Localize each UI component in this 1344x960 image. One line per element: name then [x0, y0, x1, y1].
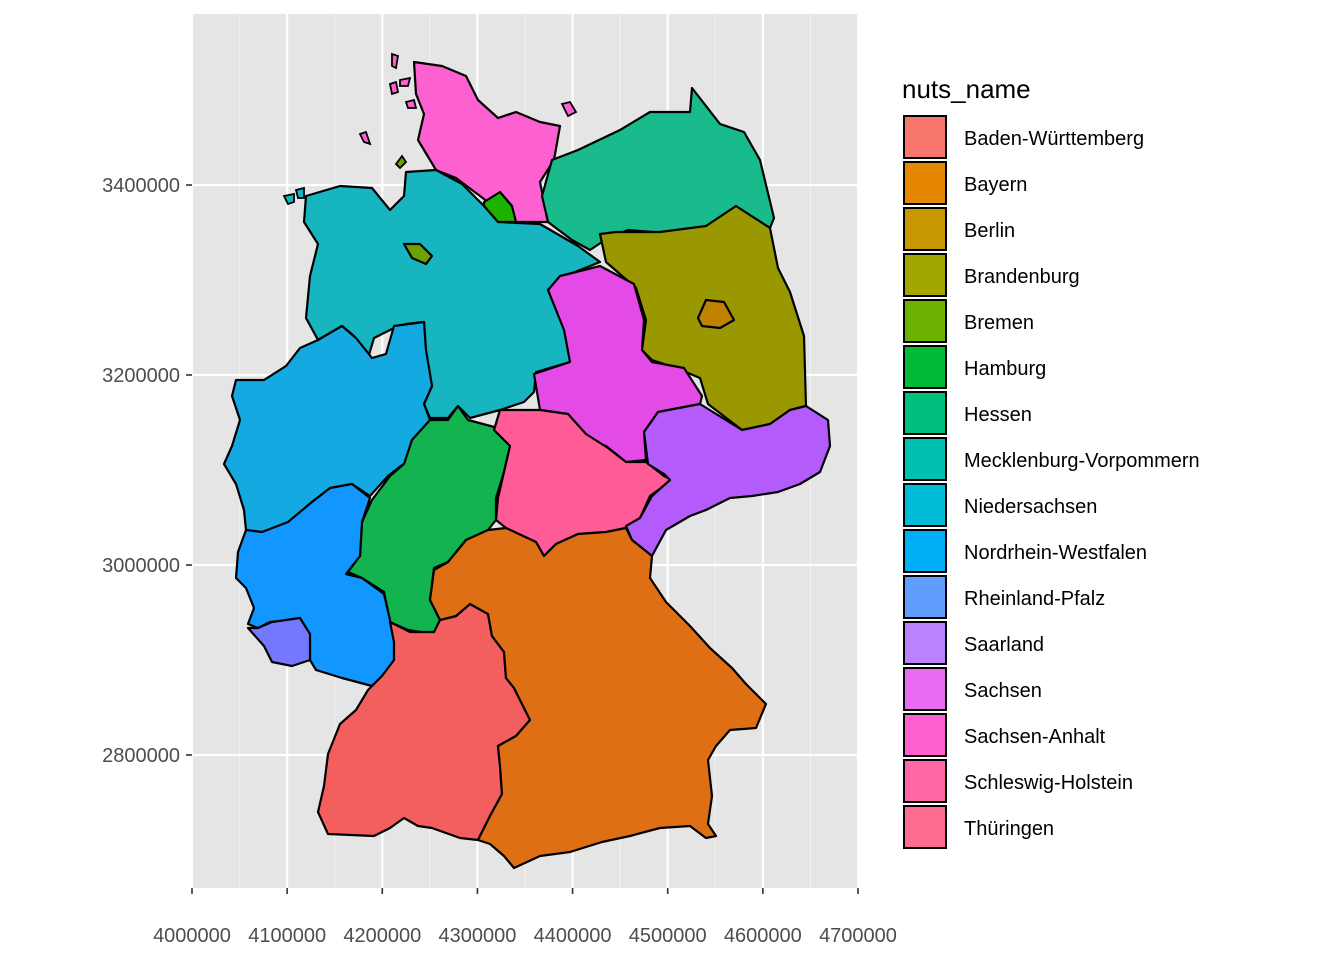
- island-polygon: [282, 192, 295, 206]
- legend-label: Baden-Württemberg: [964, 128, 1144, 150]
- legend-swatch: [903, 759, 947, 803]
- legend-label: Sachsen-Anhalt: [964, 726, 1106, 748]
- legend-swatch: [903, 713, 947, 757]
- legend-label: Saarland: [964, 634, 1044, 656]
- legend-swatch: [903, 161, 947, 205]
- legend-swatch: [903, 437, 947, 481]
- legend-label: Niedersachsen: [964, 496, 1097, 518]
- island-polygon: [358, 130, 372, 146]
- region-polygons: Schleswig-HolsteinHamburgMecklenburg-Vor…: [222, 52, 832, 870]
- region-sachsen: Sachsen: [624, 402, 832, 558]
- y-tick-label: 3000000: [102, 555, 180, 577]
- x-tick-label: 4000000: [153, 925, 231, 947]
- legend-swatch: [903, 529, 947, 573]
- x-tick-label: 4200000: [343, 925, 421, 947]
- legend-label: Thüringen: [964, 818, 1054, 840]
- region-berlin: Berlin: [696, 298, 736, 330]
- legend-swatch: [903, 483, 947, 527]
- legend-label: Berlin: [964, 220, 1015, 242]
- legend-swatch: [903, 299, 947, 343]
- x-tick-label: 4500000: [629, 925, 707, 947]
- legend-label: Hamburg: [964, 358, 1046, 380]
- island-polygon: [399, 76, 412, 87]
- legend-label: Hessen: [964, 404, 1032, 426]
- region-schleswig-holstein: Schleswig-Holstein: [412, 60, 562, 224]
- legend-swatch: [903, 345, 947, 389]
- legend-swatch: [903, 207, 947, 251]
- y-tick-label: 3400000: [102, 175, 180, 197]
- legend-label: Bremen: [964, 312, 1034, 334]
- legend-label: Rheinland-Pfalz: [964, 588, 1105, 610]
- region-bayern: Bayern: [428, 526, 768, 870]
- island-polygon: [388, 80, 400, 96]
- region-saarland: Saarland: [246, 616, 312, 668]
- legend-swatch: [903, 621, 947, 665]
- legend-label: Nordrhein-Westfalen: [964, 542, 1147, 564]
- island-polygon: [294, 186, 305, 199]
- x-tick-label: 4600000: [724, 925, 802, 947]
- x-tick-label: 4700000: [819, 925, 897, 947]
- legend: nuts_name Baden-Württemberg Bayern Berlin B…: [902, 74, 1200, 849]
- y-tick-label: 3200000: [102, 365, 180, 387]
- x-tick-label: 4100000: [248, 925, 326, 947]
- region-bremen: Bremen: [402, 242, 434, 266]
- axes: 4000000 4100000 4200000 4300000 4400000 45000…: [102, 175, 897, 947]
- legend-swatch: [903, 391, 947, 435]
- legend-label: Mecklenburg-Vorpommern: [964, 450, 1200, 472]
- island-polygon: [394, 154, 408, 170]
- x-tick-label: 4400000: [534, 925, 612, 947]
- legend-title: nuts_name: [902, 74, 1031, 104]
- y-tick-label: 2800000: [102, 745, 180, 767]
- legend-label: Sachsen: [964, 680, 1042, 702]
- legend-swatch: [903, 115, 947, 159]
- legend-swatch: [903, 575, 947, 619]
- x-tick-label: 4300000: [438, 925, 516, 947]
- island-polygon: [391, 52, 400, 70]
- legend-swatch: [903, 667, 947, 711]
- legend-label: Brandenburg: [964, 266, 1080, 288]
- legend-swatch: [903, 805, 947, 849]
- legend-label: Schleswig-Holstein: [964, 772, 1133, 794]
- legend-label: Bayern: [964, 174, 1027, 196]
- island-polygon: [404, 98, 418, 109]
- island-polygon: [560, 100, 578, 118]
- legend-swatch: [903, 253, 947, 297]
